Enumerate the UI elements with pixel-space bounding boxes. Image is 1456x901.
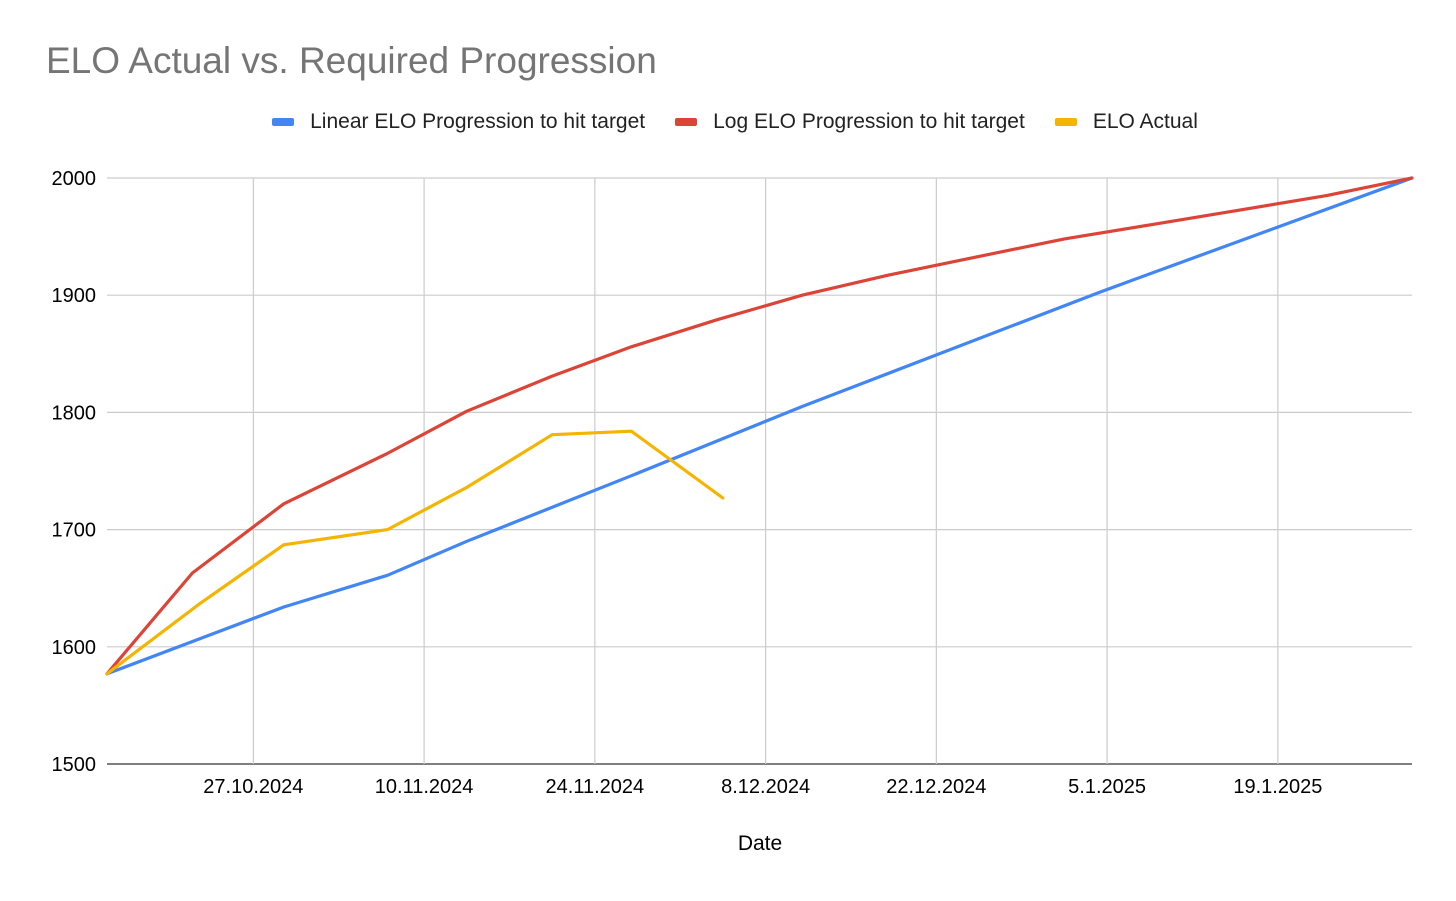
y-tick-label: 1900 [52,285,97,307]
y-tick-label: 1600 [52,637,97,659]
x-tick-label: 22.12.2024 [886,776,986,798]
legend-item: Linear ELO Progression to hit target [272,110,645,134]
legend-swatch [1054,118,1077,126]
chart-title: ELO Actual vs. Required Progression [46,40,657,81]
legend-swatch [675,118,698,126]
x-tick-label: 5.1.2025 [1068,776,1146,798]
x-tick-label: 8.12.2024 [721,776,810,798]
series-line-1 [105,176,1414,676]
legend: Linear ELO Progression to hit target Log … [0,110,1456,134]
y-tick-label: 2000 [52,168,97,190]
series-line-2 [105,176,1414,676]
grid [107,177,1412,765]
legend-swatch [272,118,295,126]
y-tick-label: 1500 [52,754,97,776]
x-tick-label: 19.1.2025 [1233,776,1322,798]
y-axis: 1500 1600 1700 1800 1900 2000 [52,168,97,776]
x-axis: 27.10.2024 10.11.2024 24.11.2024 8.12.2024 2… [203,776,1322,798]
series-line-3 [105,429,725,676]
legend-label: ELO Actual [1092,110,1198,133]
legend-item: Log ELO Progression to hit target [675,110,1025,134]
legend-label: Log ELO Progression to hit target [713,110,1025,133]
x-tick-label: 24.11.2024 [546,776,645,798]
x-axis-label: Date [738,832,782,855]
y-tick-label: 1800 [52,402,97,424]
y-tick-label: 1700 [52,520,97,542]
x-tick-label: 10.11.2024 [375,776,474,798]
x-tick-label: 27.10.2024 [203,776,303,798]
legend-label: Linear ELO Progression to hit target [310,110,646,133]
series-lines [105,176,1414,676]
legend-item: ELO Actual [1054,110,1198,134]
